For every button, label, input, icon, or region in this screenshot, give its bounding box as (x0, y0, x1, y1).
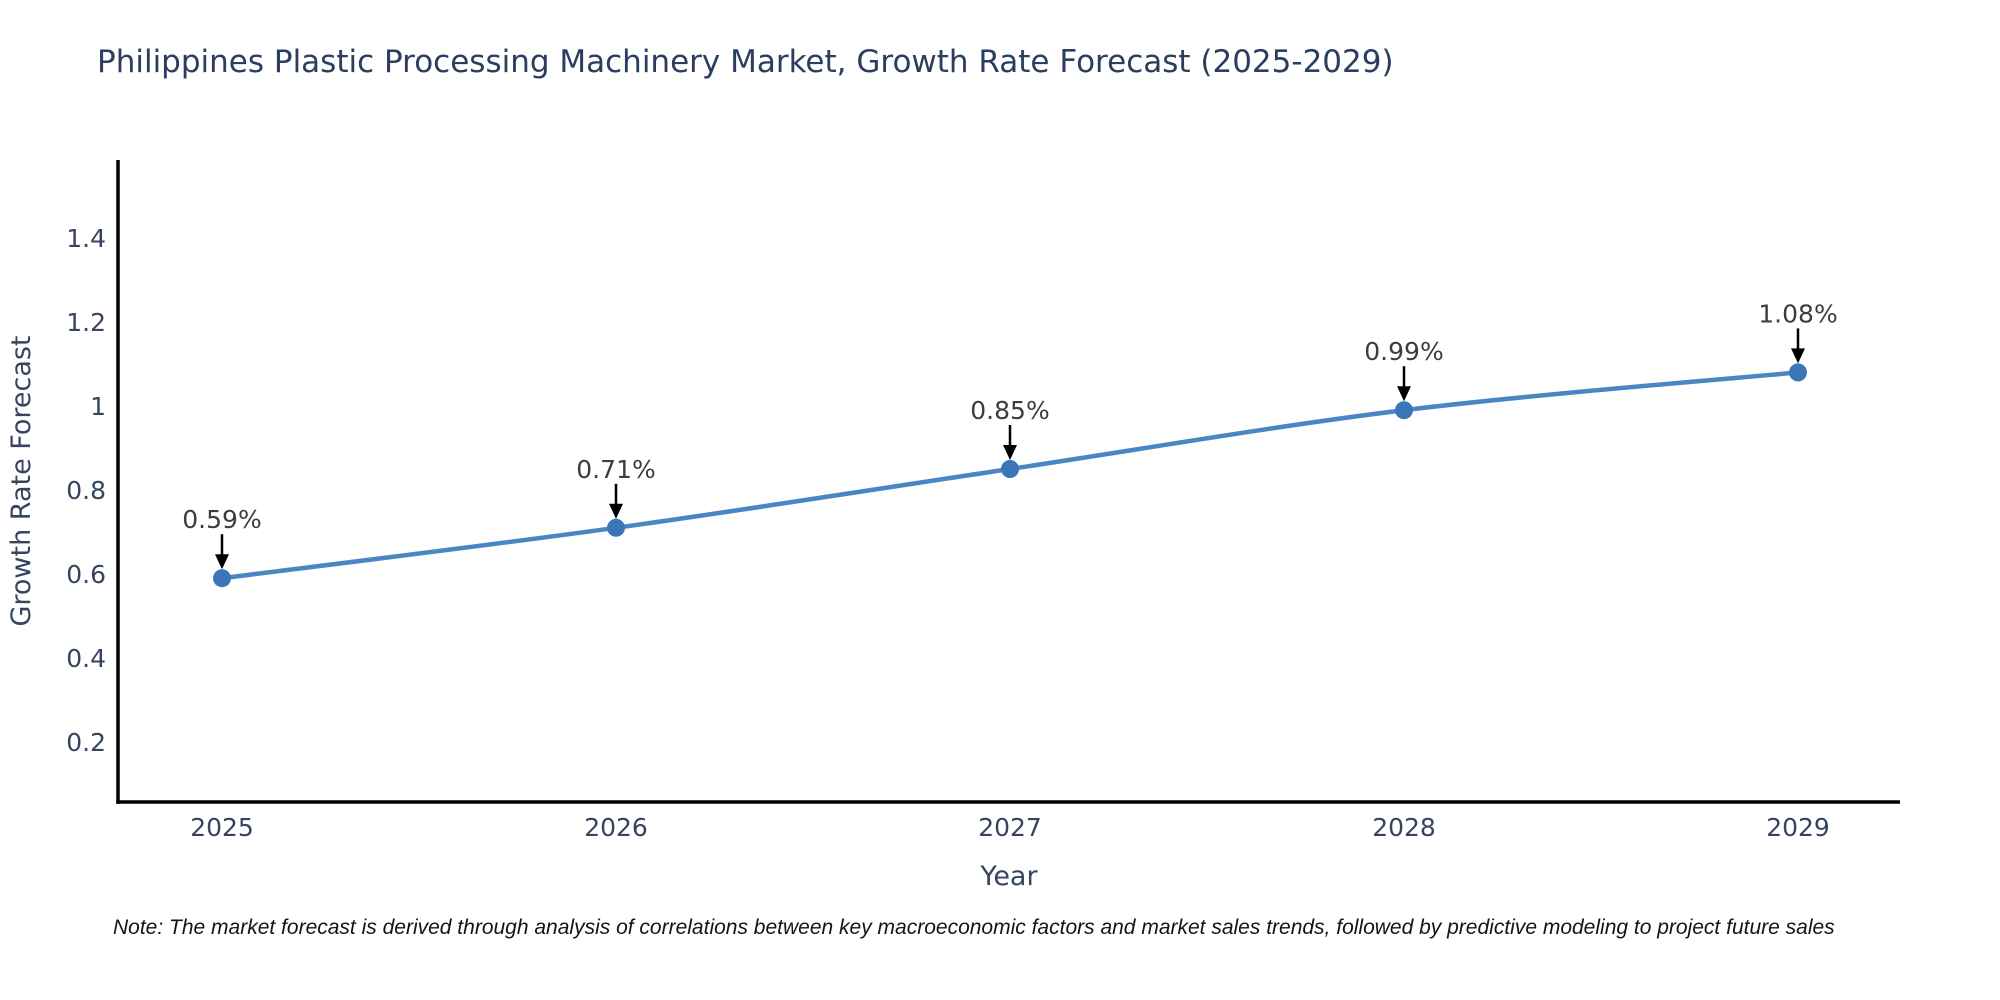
y-tick-label: 1 (90, 392, 106, 421)
x-tick-label: 2026 (584, 813, 648, 842)
data-point-label: 0.99% (1364, 337, 1443, 366)
annotation-arrow-head-icon (215, 554, 229, 570)
chart-title: Philippines Plastic Processing Machinery… (97, 44, 1394, 80)
data-point-marker (607, 518, 625, 537)
annotation-arrow-head-icon (1791, 348, 1805, 364)
y-tick-label: 1.4 (66, 224, 106, 253)
data-point-label: 0.59% (182, 505, 261, 534)
y-tick-label: 1.2 (66, 308, 106, 337)
data-point-marker (1001, 460, 1019, 478)
y-tick-label: 0.8 (66, 476, 106, 505)
annotation-arrow-head-icon (1397, 386, 1411, 402)
y-axis-title: Growth Rate Forecast (6, 335, 37, 626)
data-point-marker (1789, 363, 1807, 382)
data-point-label: 0.71% (576, 455, 655, 484)
y-tick-label: 0.6 (66, 560, 106, 589)
x-tick-label: 2029 (1766, 813, 1830, 842)
data-point-marker (213, 569, 231, 588)
data-point-marker (1395, 401, 1413, 420)
x-tick-label: 2025 (190, 813, 254, 842)
y-tick-label: 0.2 (66, 728, 106, 757)
annotation-arrow-head-icon (609, 503, 623, 519)
data-point-label: 1.08% (1758, 299, 1837, 328)
data-point-label: 0.85% (970, 396, 1049, 425)
annotation-arrow-head-icon (1003, 445, 1017, 460)
x-axis-title: Year (979, 861, 1038, 892)
footnote: Note: The market forecast is derived thr… (113, 916, 1835, 939)
x-tick-label: 2028 (1372, 813, 1436, 842)
y-tick-label: 0.4 (66, 644, 106, 673)
plot-area: 0.2 0.4 0.6 0.8 1 1.2 1.4 2025 2026 2027 2028 2029 0… (66, 160, 1900, 842)
x-tick-label: 2027 (978, 813, 1042, 842)
